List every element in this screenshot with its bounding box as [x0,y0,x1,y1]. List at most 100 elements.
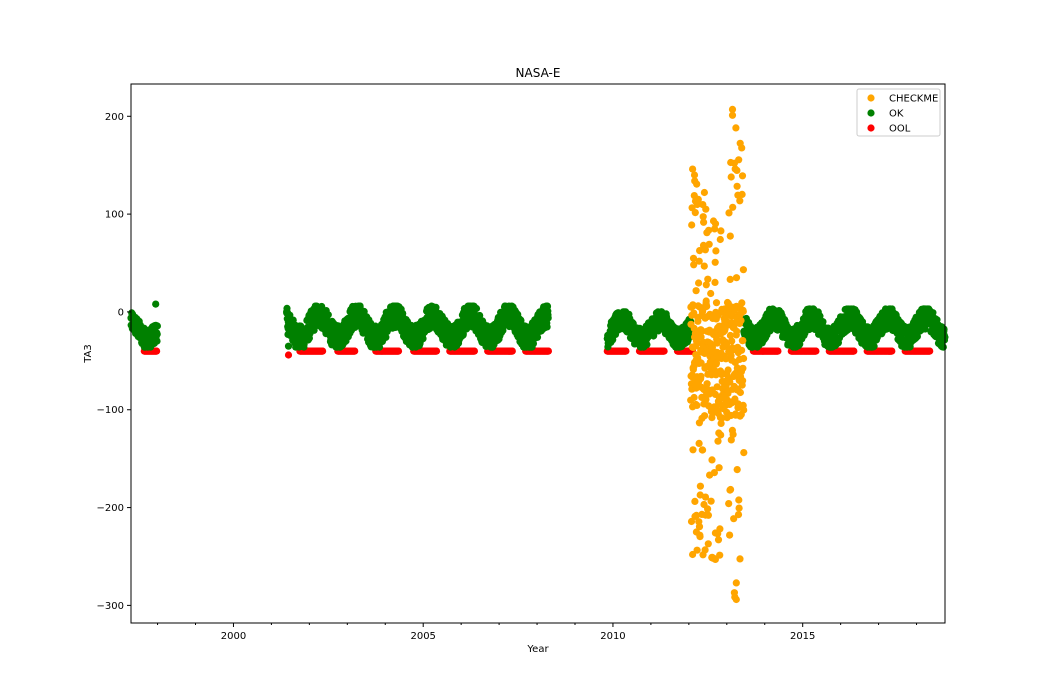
point-checkme [724,366,732,374]
y-tick-label: 100 [105,210,124,221]
point-checkme [699,213,707,221]
legend-box [856,88,941,137]
point-checkme [736,555,744,563]
point-checkme [734,510,743,519]
point-checkme [735,496,743,504]
point-ool [812,347,820,355]
point-ok [382,333,390,341]
point-checkme [716,235,724,244]
point-checkme [739,307,747,316]
point-checkme [722,355,730,363]
point-checkme [707,289,715,298]
point-ok [529,340,538,348]
point-checkme [695,257,703,265]
point-checkme [702,205,710,213]
point-checkme [694,317,702,325]
chart-title: NASA-E [516,66,561,80]
point-checkme [726,275,734,283]
point-ool [774,347,782,355]
point-checkme [740,406,748,414]
x-tick-label: 2010 [600,631,625,642]
point-checkme [709,217,718,225]
point-checkme [738,172,747,180]
point-checkme [691,497,699,505]
plot-frame [130,83,946,624]
point-checkme [726,331,735,340]
point-checkme [705,240,713,248]
point-checkme [693,546,701,554]
point-ool [544,347,553,355]
point-ok [152,300,160,308]
point-ok [643,341,651,349]
point-checkme [732,124,740,132]
point-ool [622,347,630,355]
y-axis: −300 −200 −100 0 100 200 [97,112,131,612]
point-checkme [739,337,747,345]
point-checkme [738,346,746,354]
point-checkme [689,165,697,173]
y-tick-label: −200 [97,503,124,514]
point-ok [517,317,525,325]
legend: CHECKME OK OOL [856,88,941,137]
x-tick-label: 2005 [410,631,435,642]
point-ok [153,330,161,338]
point-checkme [694,195,702,203]
point-checkme [695,279,703,287]
point-checkme [736,388,745,397]
point-ok [543,323,551,331]
x-tick-label: 2000 [221,631,246,642]
point-ool [508,347,516,355]
point-checkme [710,469,719,477]
y-tick-label: 0 [118,307,124,318]
legend-label-ok: OK [889,109,904,120]
y-tick-label: −100 [97,405,124,416]
point-ok [939,343,947,351]
point-checkme [697,359,705,367]
point-checkme [733,182,741,190]
point-checkme [688,221,696,229]
y-tick-label: −300 [97,601,124,612]
point-checkme [697,372,705,380]
point-ok [284,342,293,350]
point-checkme [726,232,734,240]
point-ok [153,322,161,330]
point-checkme [735,504,743,512]
point-checkme [729,430,737,438]
point-checkme [711,258,719,266]
point-checkme [732,595,740,604]
point-checkme [737,316,745,325]
point-ool [926,347,934,355]
point-checkme [711,529,720,537]
point-checkme [728,105,737,113]
point-checkme [740,354,748,363]
point-ool [850,347,858,355]
point-checkme [714,437,722,445]
point-checkme [730,159,739,167]
point-checkme [696,247,704,255]
x-axis: 2000 2005 2010 2015 [157,623,918,642]
point-checkme [727,173,735,181]
point-checkme [718,414,726,422]
point-checkme [739,377,747,385]
point-checkme [711,278,719,286]
point-ok [819,318,827,326]
point-checkme [693,401,701,409]
point-ool [394,347,403,355]
x-axis-label: Year [526,644,549,655]
point-checkme [721,325,729,333]
point-ool [660,347,668,355]
point-checkme [700,262,708,270]
point-checkme [693,339,702,347]
point-ool [351,347,359,355]
point-checkme [728,337,736,345]
point-checkme [715,464,723,472]
point-checkme [695,523,704,531]
point-checkme [703,302,711,310]
point-checkme [692,528,701,536]
y-axis-label: TA3 [83,344,94,364]
point-checkme [712,359,721,367]
point-checkme [704,505,712,513]
point-checkme [690,171,699,179]
point-checkme [711,555,720,564]
